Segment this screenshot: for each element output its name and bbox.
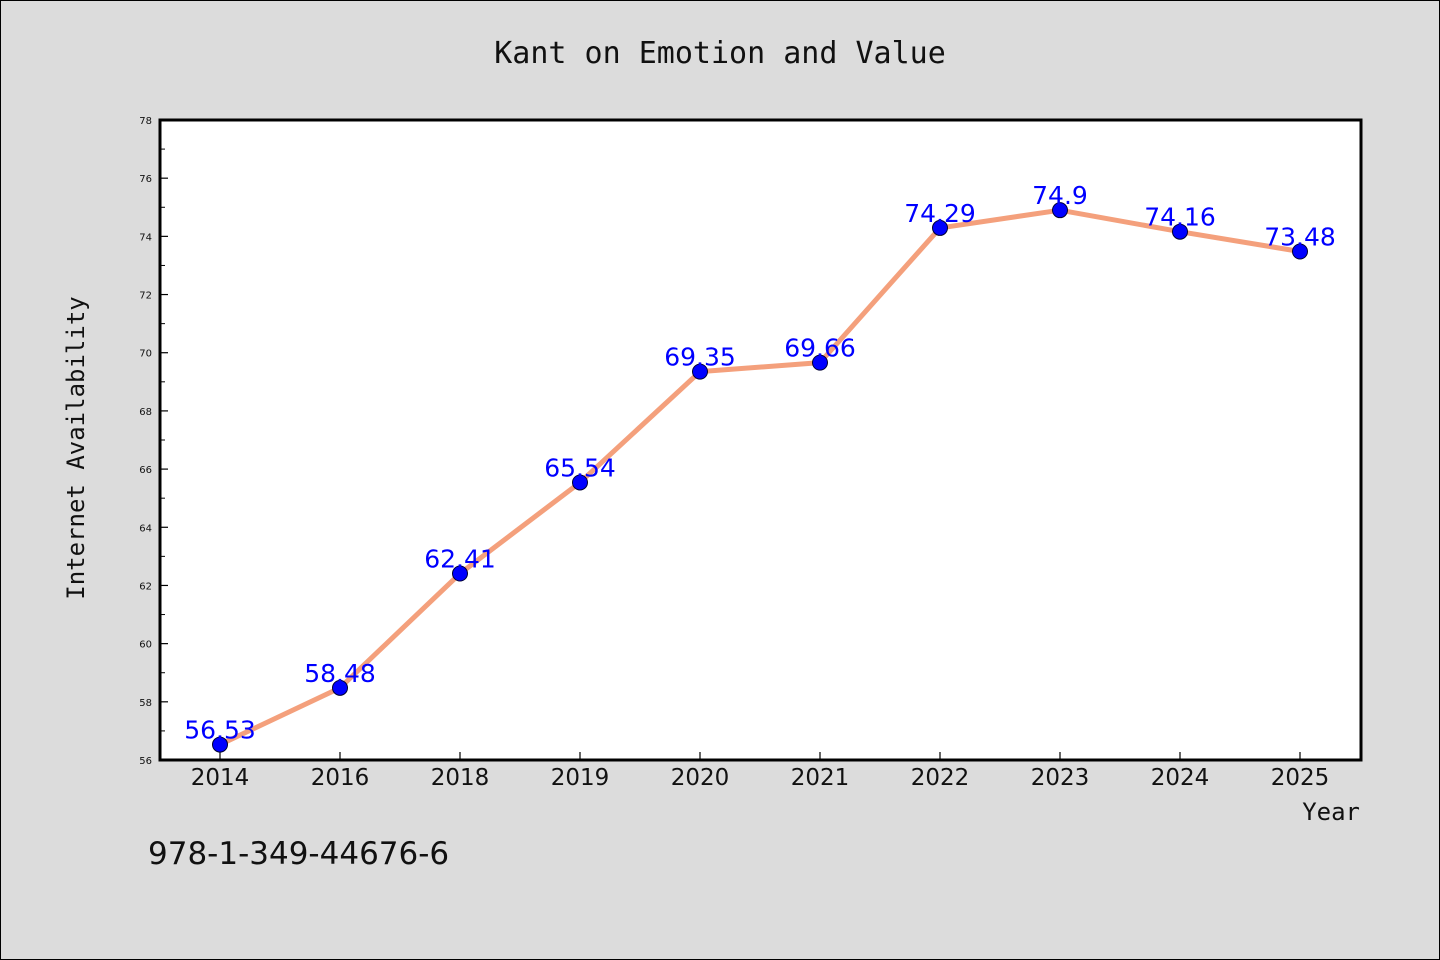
data-point [572, 474, 588, 491]
data-label: 58.48 [304, 659, 376, 688]
x-tick-label: 2024 [1151, 765, 1210, 791]
series-line [217, 207, 1303, 748]
data-label: 73.48 [1264, 222, 1336, 251]
data-label: 65.54 [544, 453, 616, 482]
data-point [1292, 243, 1308, 260]
x-tick-label: 2016 [311, 765, 370, 791]
y-tick-label: 66 [139, 465, 152, 476]
data-point [1172, 223, 1188, 240]
x-axis-ticks: 2014 2016 2018 2019 2020 2021 2022 2023 2024 2025 [191, 752, 1330, 791]
x-tick-label: 2023 [1031, 765, 1090, 791]
data-label: 69.35 [664, 343, 736, 372]
x-tick-label: 2022 [911, 765, 970, 791]
x-tick-label: 2021 [791, 765, 850, 791]
y-tick-label: 64 [139, 523, 152, 534]
chart-title: Kant on Emotion and Value [494, 36, 946, 71]
data-point [1052, 202, 1068, 219]
x-axis-label: Year [1302, 798, 1360, 826]
x-tick-label: 2019 [551, 765, 610, 791]
data-labels: 56.53 58.48 62.41 65.54 69.35 69.66 74.29 74.9 7… [184, 181, 1336, 744]
x-tick-label: 2014 [191, 765, 250, 791]
y-tick-label: 68 [139, 407, 152, 418]
x-tick-label: 2018 [431, 765, 490, 791]
data-label: 69.66 [784, 334, 856, 363]
data-point [692, 363, 708, 380]
y-axis-ticks: 56 58 60 62 64 66 68 70 72 74 76 78 [139, 116, 168, 767]
x-tick-label: 2020 [671, 765, 730, 791]
y-tick-label: 76 [139, 174, 152, 185]
y-axis-label: Internet Availability [62, 296, 90, 599]
data-point [812, 354, 828, 371]
data-point [452, 565, 468, 582]
data-label: 74.9 [1032, 181, 1088, 210]
y-tick-label: 60 [139, 640, 152, 651]
series-markers [212, 202, 1308, 753]
data-point [332, 679, 348, 696]
isbn-text: 978-1-349-44676-6 [148, 836, 449, 872]
plot-border [158, 118, 1363, 762]
y-tick-label: 58 [139, 698, 152, 709]
y-tick-label: 70 [139, 349, 152, 360]
y-tick-label: 62 [139, 581, 152, 592]
y-tick-label: 78 [139, 116, 152, 127]
data-point [212, 736, 228, 753]
y-tick-label: 72 [139, 291, 152, 302]
data-point [932, 219, 948, 236]
data-label: 56.53 [184, 716, 256, 745]
data-label: 62.41 [424, 545, 496, 574]
y-tick-label: 56 [139, 756, 152, 767]
data-label: 74.29 [904, 199, 976, 228]
data-label: 74.16 [1144, 203, 1216, 232]
y-tick-label: 74 [139, 232, 152, 243]
x-tick-label: 2025 [1271, 765, 1330, 791]
